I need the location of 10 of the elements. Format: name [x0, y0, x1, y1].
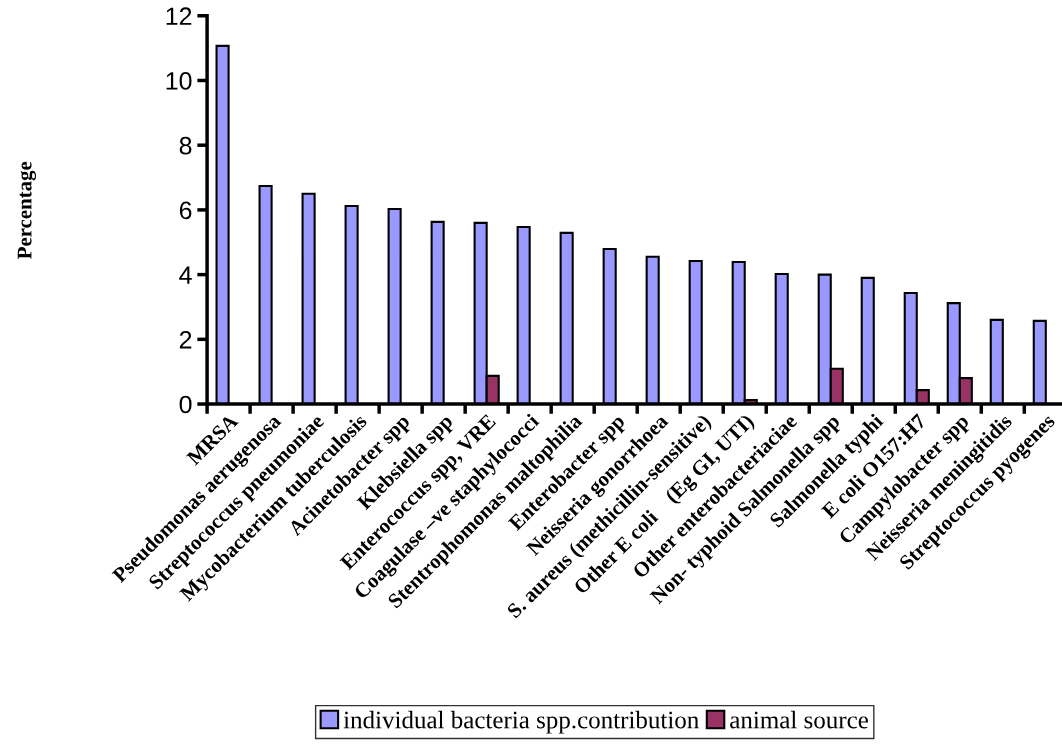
y-axis-title: Percentage	[17, 161, 36, 259]
y-tick-label: 0	[179, 395, 192, 414]
y-tick-label: 4	[179, 266, 192, 284]
legend-label: individual bacteria spp.contribution	[343, 710, 699, 734]
y-tick-label: 2	[179, 330, 192, 349]
y-tick-label: 6	[179, 201, 192, 220]
y-tick-label: 12	[166, 7, 192, 25]
y-tick-label: 8	[179, 136, 192, 155]
y-tick-label: 10	[166, 72, 192, 90]
legend-label: animal source	[730, 710, 868, 729]
